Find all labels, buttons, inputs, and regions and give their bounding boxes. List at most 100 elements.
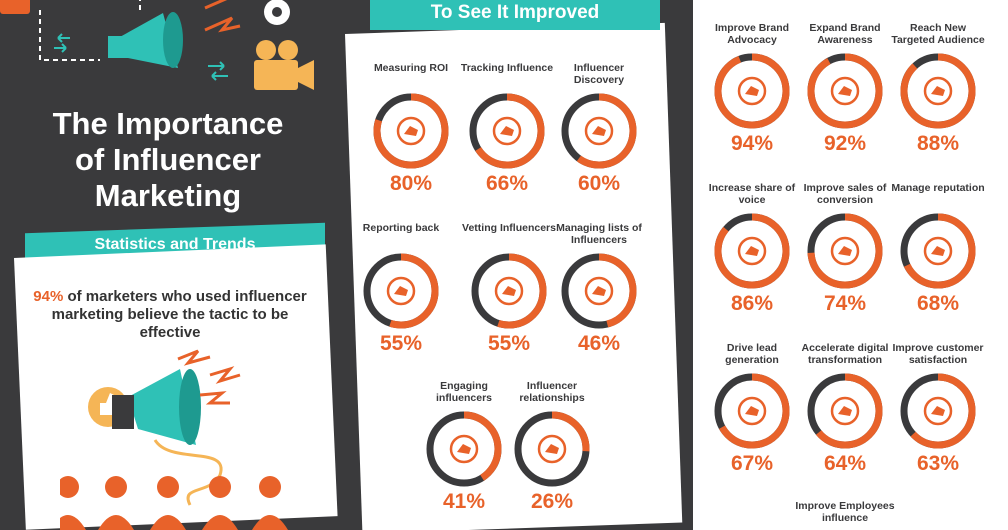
person-star-icon [830,76,860,106]
badge-icon [923,236,953,266]
stat-description: of marketers who used influencer marketi… [51,288,307,341]
title-line-2: of Influencer [74,142,261,177]
orange-box-icon [0,0,30,14]
metric-label: Measuring ROI [373,62,449,74]
metric-ring [469,93,545,169]
metric-label: Engaging influencers [435,380,493,404]
megaphone-icon [108,12,183,68]
ring-progress [471,253,547,329]
metric-value: 86% [730,292,774,315]
spark-icon [204,0,241,33]
ring-progress [807,213,883,289]
metric-label: Tracking Influence [460,62,554,74]
ring-progress [807,53,883,129]
metric-ring [714,213,790,289]
exchange-arrows-icon [54,33,70,53]
metric-value: 92% [823,132,867,155]
metric-label: Influencer relationships [519,380,585,404]
metric-ring [807,373,883,449]
metric-label: Vetting Influencers [462,222,556,234]
metric-ring [807,213,883,289]
cord-line [153,439,223,506]
title-line-3: Marketing [94,178,242,213]
metric-ring [561,253,637,329]
dashed-path [39,10,100,61]
metric-ring [714,373,790,449]
ring-progress [426,411,502,487]
metric-value: 41% [442,490,486,513]
ring-progress [561,253,637,329]
page-title: The Importance of Influencer Marketing [18,106,318,214]
megaphone-icon [449,434,479,464]
metric-label: Increase share of voice [708,182,796,206]
metric-ring [714,53,790,129]
ring-progress [514,411,590,487]
metric-ring [561,93,637,169]
exchange-arrows-icon-2 [208,61,228,81]
metric-ring [373,93,449,169]
metric-value: 74% [823,292,867,315]
metric-value: 64% [823,452,867,475]
ring-progress [900,373,976,449]
metric-label: Improve sales of conversion [803,182,887,206]
metric-value: 55% [379,332,423,355]
metric-value: 88% [916,132,960,155]
stat-percent: 94% [33,288,64,305]
megaphone-star-icon [737,76,767,106]
ring-progress [900,213,976,289]
ring-progress [714,213,790,289]
metric-value: 68% [916,292,960,315]
roi-chart-icon [396,116,426,146]
gear-icon [264,0,290,25]
metric-ring [807,53,883,129]
stat-text: 94% of marketers who used influencer mar… [30,288,310,342]
ring-progress [807,373,883,449]
megaphone-icon [112,369,201,445]
improvement-title: To See It Improved [430,2,600,23]
metric-value: 55% [487,332,531,355]
metric-value: 26% [530,490,574,513]
title-line-1: The Importance [52,106,284,141]
ring-progress [469,93,545,169]
metric-ring [900,373,976,449]
metric-label: Reach New Targeted Audience [891,22,985,46]
metric-ring [900,213,976,289]
tracking-network-icon [492,116,522,146]
ring-progress [373,93,449,169]
ring-progress [363,253,439,329]
metric-value: 46% [577,332,621,355]
ring-progress [714,53,790,129]
forward-arrow-icon [830,396,860,426]
metric-label: Drive lead generation [725,342,779,366]
metric-value: 80% [389,172,433,195]
people-arrow-icon [737,396,767,426]
ring-progress [714,373,790,449]
metric-label: Expand Brand Awareness [809,22,881,46]
funnel-dollar-icon [830,236,860,266]
metric-value: 66% [485,172,529,195]
crowd-icon [60,476,288,530]
footer-metric-label: Improve Employees influence [795,500,895,524]
metric-value: 63% [916,452,960,475]
thumbs-up-icon [923,396,953,426]
ring-progress [900,53,976,129]
improvement-banner [370,0,660,30]
metric-label: Manage reputation [891,182,985,194]
metric-value: 67% [730,452,774,475]
metric-label: Accelerate digital transformation [801,342,889,366]
metric-ring [900,53,976,129]
metric-ring [514,411,590,487]
megaphone-crowd-illustration [60,349,288,530]
metric-label: Improve customer satisfaction [892,342,984,366]
header-decor [0,0,314,90]
metric-label: Reporting back [362,222,440,234]
megaphone-icon [584,116,614,146]
list-gear-icon [584,276,614,306]
metric-label: Improve Brand Advocacy [714,22,790,46]
megaphone-icon [737,236,767,266]
ring-progress [561,93,637,169]
metric-value: 60% [577,172,621,195]
metric-ring [363,253,439,329]
clipboard-icon [386,276,416,306]
